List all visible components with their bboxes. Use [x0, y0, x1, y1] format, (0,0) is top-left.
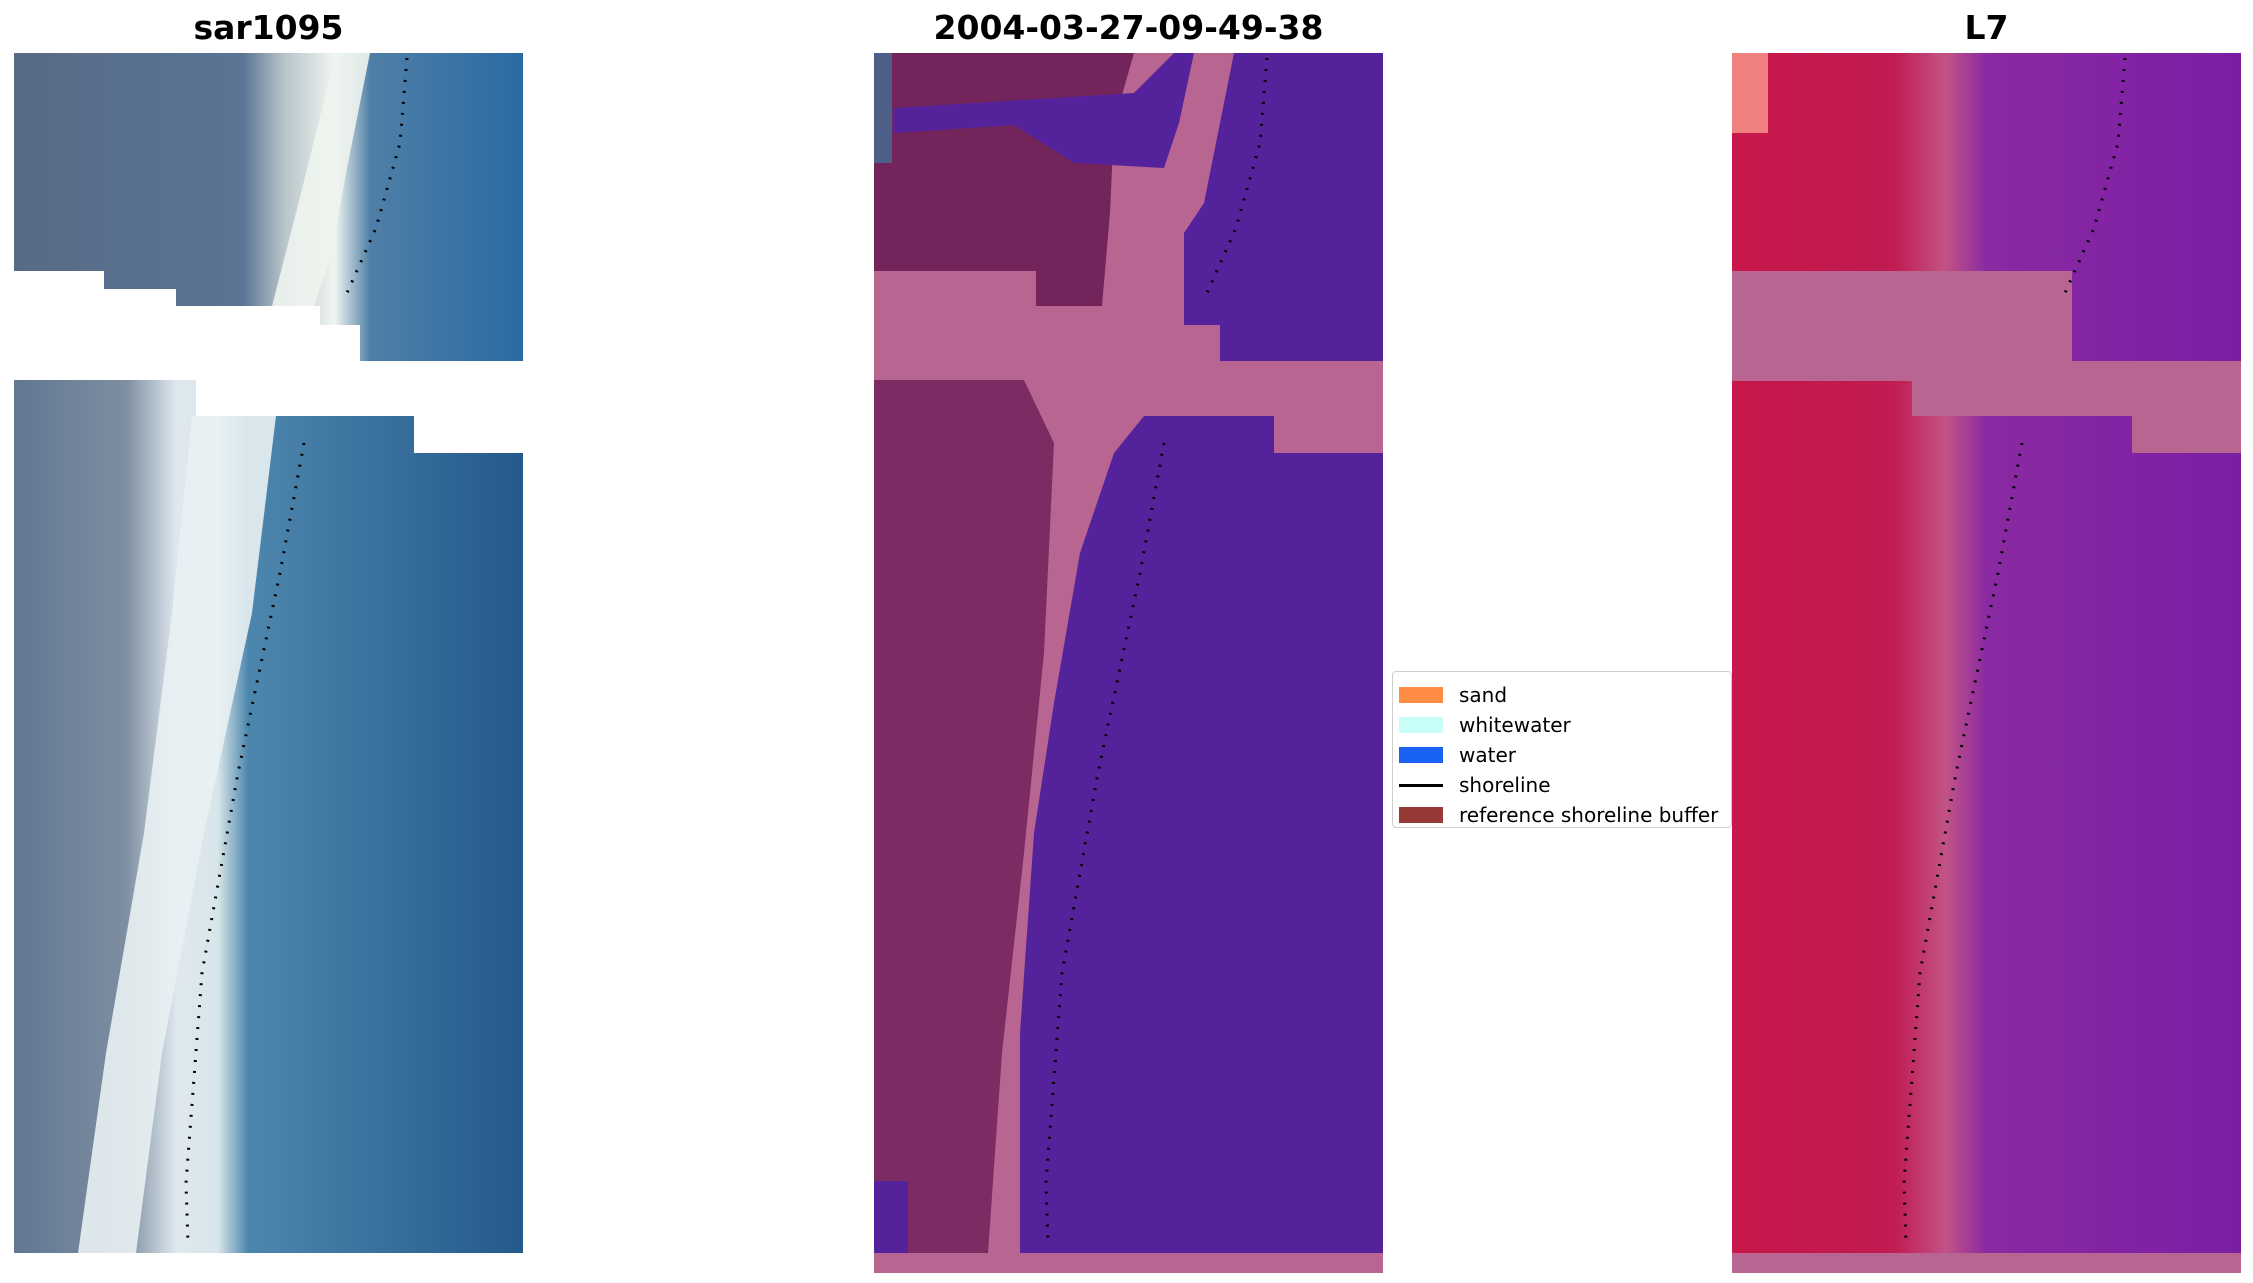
ndwi-buffer-band-mid: [1912, 361, 2241, 416]
whitewater-swatch: [1399, 717, 1443, 733]
ndwi-bright-corner: [1732, 53, 1768, 133]
panel-title-classification: 2004-03-27-09-49-38: [933, 8, 1324, 47]
panel-title-ndwi: L7: [1964, 8, 2009, 47]
classification-corner-patch: [874, 1181, 908, 1253]
water-swatch: [1399, 747, 1443, 763]
rgb-shoreline: [345, 57, 409, 294]
classification-water-lower: [1020, 416, 1383, 1253]
legend: sand whitewater water shoreline referenc…: [1392, 671, 1732, 828]
classification-shoreline-lower: [1044, 442, 1166, 1244]
buffer-swatch: [1399, 807, 1443, 823]
legend-item-sand: sand: [1399, 680, 1507, 710]
legend-item-buffer: reference shoreline buffer: [1399, 800, 1718, 830]
sand-swatch: [1399, 687, 1443, 703]
legend-label-whitewater: whitewater: [1459, 713, 1571, 737]
ndwi-shoreline-lower: [1902, 442, 2024, 1244]
classification-water-top-band: [894, 53, 1194, 168]
ndwi-buffer-band-right: [2132, 416, 2241, 453]
classification-panel: [874, 53, 1383, 1273]
classification-bottom-strip: [874, 1253, 1383, 1271]
ndwi-panel: [1732, 53, 2241, 1273]
rgb-upper-tile: [14, 53, 523, 361]
legend-label-buffer: reference shoreline buffer: [1459, 803, 1719, 827]
rgb-lower-tile: [14, 380, 523, 1253]
panel-title-rgb: sar1095: [193, 8, 344, 47]
legend-label-water: water: [1459, 743, 1516, 767]
ndwi-shoreline: [2063, 57, 2127, 294]
legend-item-water: water: [1399, 740, 1516, 770]
classification-shoreline: [1205, 57, 1269, 294]
legend-label-sand: sand: [1459, 683, 1508, 707]
ndwi-buffer-bottom: [1732, 1253, 2241, 1273]
rgb-surf-zone: [78, 416, 276, 1253]
rgb-shoreline-lower: [184, 442, 306, 1244]
legend-item-shoreline: shoreline: [1399, 770, 1551, 800]
classification-land-upper: [874, 53, 1134, 306]
classification-rgb-corner: [874, 53, 892, 163]
legend-label-shoreline: shoreline: [1459, 773, 1551, 797]
ndwi-base: [1732, 53, 2241, 1273]
shoreline-swatch: [1399, 783, 1443, 787]
classification-water-upper: [1184, 53, 1383, 361]
rgb-image-panel: [14, 53, 523, 1273]
legend-item-whitewater: whitewater: [1399, 710, 1571, 740]
classification-land-lower: [874, 380, 1054, 1253]
rgb-upper-surf: [272, 53, 370, 306]
